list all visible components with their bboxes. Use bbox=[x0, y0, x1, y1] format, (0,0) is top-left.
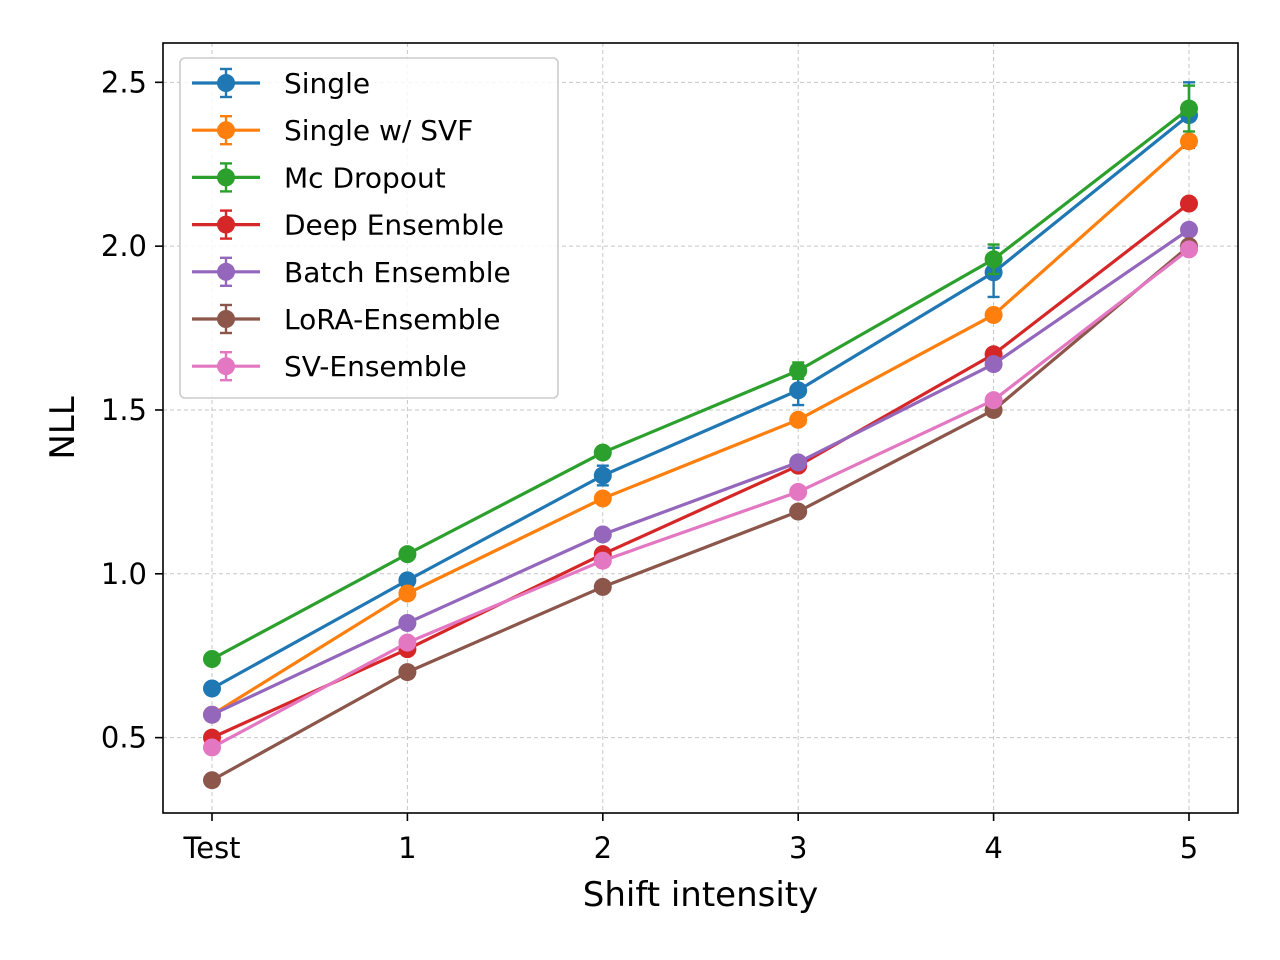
series-single bbox=[203, 81, 1198, 698]
data-point bbox=[789, 410, 808, 429]
series-mc-dropout bbox=[203, 84, 1198, 668]
data-point bbox=[1180, 132, 1198, 151]
series-line bbox=[211, 228, 1190, 717]
legend-marker bbox=[217, 121, 235, 140]
plot-area-frame bbox=[162, 42, 1239, 814]
x-tick-label: 5 bbox=[1180, 831, 1198, 865]
data-point bbox=[789, 361, 808, 380]
y-tick-label: 0.5 bbox=[101, 721, 147, 755]
y-axis-label: NLL bbox=[43, 396, 83, 459]
y-tick-label: 1.5 bbox=[101, 393, 147, 427]
series-lines bbox=[203, 81, 1198, 790]
series-sv-ensemble bbox=[203, 240, 1198, 757]
data-point bbox=[398, 663, 417, 682]
data-point bbox=[203, 705, 221, 724]
series-line bbox=[211, 140, 1191, 717]
data-point bbox=[593, 525, 612, 544]
x-axis-label: Shift intensity bbox=[583, 875, 819, 915]
data-point bbox=[984, 305, 1003, 324]
series-line bbox=[211, 248, 1190, 749]
data-point bbox=[1180, 99, 1198, 118]
x-tick-label: 3 bbox=[789, 831, 807, 865]
legend-entry: Mc Dropout bbox=[192, 161, 446, 194]
y-tick-label: 1.0 bbox=[101, 557, 147, 591]
legend-entry: Single bbox=[192, 67, 370, 100]
data-point bbox=[593, 489, 612, 508]
series-line bbox=[211, 113, 1191, 690]
legend-entry: Deep Ensemble bbox=[192, 209, 504, 242]
data-point bbox=[984, 391, 1003, 410]
legend-entry: LoRA-Ensemble bbox=[192, 303, 501, 336]
legend-marker bbox=[217, 262, 235, 281]
data-point bbox=[203, 771, 221, 790]
data-point bbox=[398, 633, 417, 652]
data-point bbox=[1180, 194, 1198, 213]
data-point bbox=[398, 545, 417, 564]
legend-entry: Single w/ SVF bbox=[192, 114, 473, 147]
legend-label: Single bbox=[284, 67, 370, 100]
data-point bbox=[1180, 240, 1198, 259]
data-point bbox=[398, 571, 417, 590]
legend-marker bbox=[217, 168, 235, 187]
data-point bbox=[398, 584, 417, 603]
legend-label: LoRA-Ensemble bbox=[284, 303, 501, 336]
legend-entry: SV-Ensemble bbox=[192, 350, 467, 383]
legend-label: Batch Ensemble bbox=[284, 256, 511, 289]
legend-marker bbox=[217, 74, 235, 92]
data-point bbox=[203, 738, 221, 757]
data-point bbox=[1180, 220, 1198, 239]
legend-marker bbox=[217, 357, 235, 376]
data-point bbox=[593, 577, 612, 596]
y-tick-label: 2.5 bbox=[101, 65, 147, 99]
data-point bbox=[984, 250, 1003, 269]
legend-entry: Batch Ensemble bbox=[192, 256, 511, 289]
legend-marker bbox=[217, 310, 235, 328]
legend-label: Deep Ensemble bbox=[284, 209, 504, 242]
x-tick-label: 2 bbox=[594, 831, 612, 865]
x-tick-label: Test bbox=[182, 831, 240, 865]
axes: Test 1 2 3 4 5 0.5 1.0 1.5 2.0 2.5 bbox=[101, 65, 1198, 865]
series-line bbox=[211, 107, 1190, 661]
data-point bbox=[789, 381, 808, 400]
data-point bbox=[593, 443, 612, 462]
data-point bbox=[203, 679, 221, 698]
data-point bbox=[789, 502, 808, 521]
data-point bbox=[593, 551, 612, 570]
data-point bbox=[789, 453, 808, 472]
data-point bbox=[203, 650, 221, 668]
x-tick-label: 1 bbox=[398, 831, 416, 865]
legend: Single Single w/ SVF Mc Dropout Deep Ensemb… bbox=[179, 57, 559, 399]
legend-label: Single w/ SVF bbox=[284, 114, 473, 147]
legend-label: SV-Ensemble bbox=[284, 350, 467, 383]
series-line bbox=[211, 202, 1190, 740]
data-point bbox=[593, 466, 612, 485]
series-line bbox=[211, 244, 1191, 782]
series-batch-ensemble bbox=[203, 220, 1198, 724]
x-tick-label: 4 bbox=[984, 831, 1002, 865]
data-point bbox=[789, 482, 808, 501]
y-tick-label: 2.0 bbox=[101, 229, 147, 263]
legend-marker bbox=[217, 215, 235, 234]
legend-label: Mc Dropout bbox=[284, 161, 446, 194]
legend-box bbox=[179, 57, 559, 399]
data-point bbox=[984, 355, 1003, 374]
data-point bbox=[398, 613, 417, 632]
